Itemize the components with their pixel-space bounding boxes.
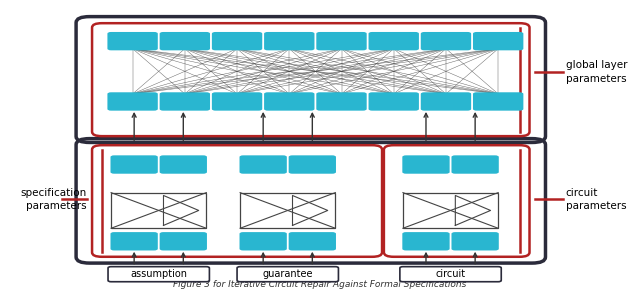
FancyBboxPatch shape xyxy=(451,232,499,251)
FancyBboxPatch shape xyxy=(159,155,207,174)
FancyBboxPatch shape xyxy=(108,92,158,111)
FancyBboxPatch shape xyxy=(111,155,158,174)
Text: assumption: assumption xyxy=(130,269,188,279)
FancyBboxPatch shape xyxy=(316,92,367,111)
FancyBboxPatch shape xyxy=(108,267,209,282)
FancyBboxPatch shape xyxy=(239,232,287,251)
FancyBboxPatch shape xyxy=(159,92,210,111)
FancyBboxPatch shape xyxy=(159,232,207,251)
FancyBboxPatch shape xyxy=(369,32,419,50)
FancyBboxPatch shape xyxy=(316,32,367,50)
FancyBboxPatch shape xyxy=(239,155,287,174)
FancyBboxPatch shape xyxy=(212,32,262,50)
FancyBboxPatch shape xyxy=(108,32,158,50)
FancyBboxPatch shape xyxy=(451,155,499,174)
Text: global layer
parameters: global layer parameters xyxy=(566,60,627,84)
FancyBboxPatch shape xyxy=(403,232,450,251)
FancyBboxPatch shape xyxy=(264,92,314,111)
FancyBboxPatch shape xyxy=(212,92,262,111)
FancyBboxPatch shape xyxy=(420,32,471,50)
FancyBboxPatch shape xyxy=(289,232,336,251)
Text: circuit
parameters: circuit parameters xyxy=(566,188,627,211)
FancyBboxPatch shape xyxy=(369,92,419,111)
Bar xyxy=(240,193,335,228)
FancyBboxPatch shape xyxy=(159,32,210,50)
FancyBboxPatch shape xyxy=(473,32,524,50)
FancyBboxPatch shape xyxy=(111,232,158,251)
FancyBboxPatch shape xyxy=(420,92,471,111)
FancyBboxPatch shape xyxy=(473,92,524,111)
FancyBboxPatch shape xyxy=(289,155,336,174)
FancyBboxPatch shape xyxy=(403,155,450,174)
FancyBboxPatch shape xyxy=(400,267,501,282)
Text: specification
parameters: specification parameters xyxy=(20,188,86,211)
FancyBboxPatch shape xyxy=(264,32,314,50)
Bar xyxy=(111,193,206,228)
Bar xyxy=(403,193,498,228)
Text: guarantee: guarantee xyxy=(262,269,313,279)
Text: circuit: circuit xyxy=(435,269,466,279)
Text: Figure 3 for Iterative Circuit Repair Against Formal Specifications: Figure 3 for Iterative Circuit Repair Ag… xyxy=(173,280,467,289)
FancyBboxPatch shape xyxy=(237,267,339,282)
